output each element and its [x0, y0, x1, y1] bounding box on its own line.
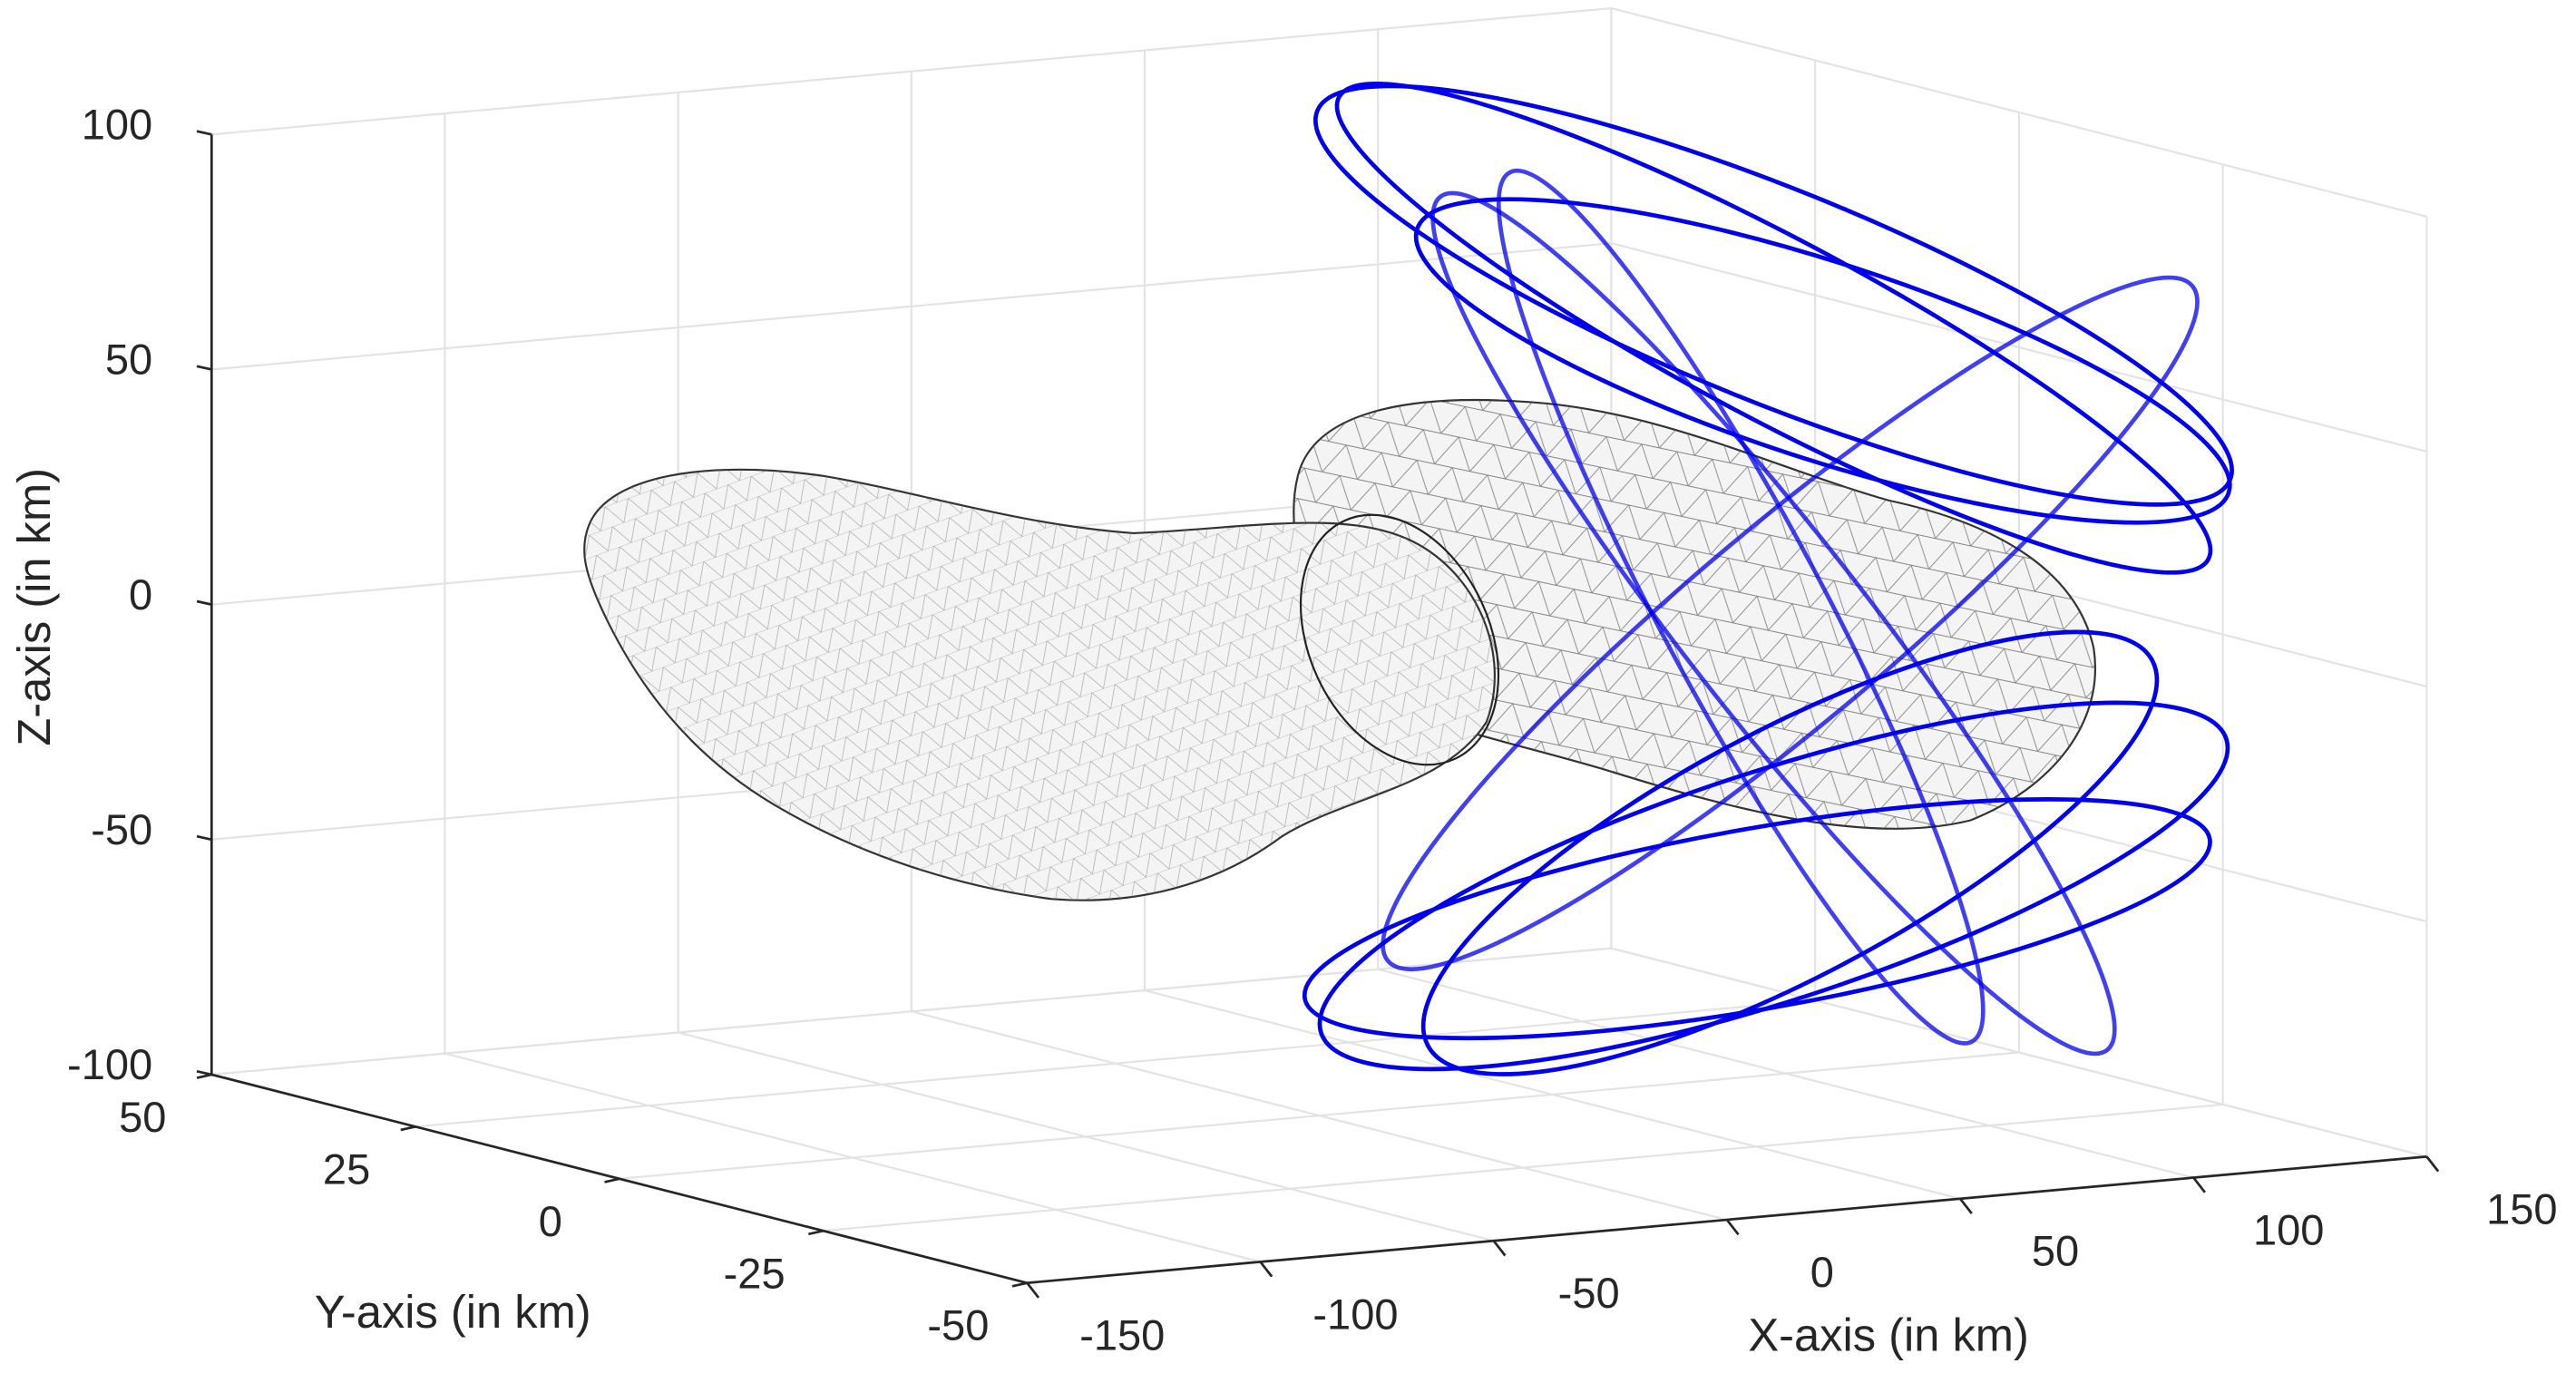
tick-mark — [196, 834, 212, 842]
tick-mark — [1026, 1281, 1040, 1299]
grid-line — [415, 998, 1816, 1128]
y-tick-label: 25 — [323, 1144, 370, 1193]
grid-line — [211, 6, 1612, 136]
x-axis-line — [1027, 1155, 2427, 1285]
tick-mark — [1725, 1219, 1740, 1236]
tick-mark — [1492, 1240, 1507, 1257]
y-tick-label: 50 — [119, 1093, 166, 1141]
x-tick-label: 150 — [2486, 1184, 2557, 1232]
grid-line — [211, 947, 1612, 1076]
tick-mark — [196, 365, 212, 371]
y-axis-line — [210, 1073, 1028, 1284]
grid-line — [1611, 242, 2427, 453]
y-axis-title: Y-axis (in km) — [315, 1286, 591, 1338]
grid-line — [823, 1103, 2223, 1232]
x-tick-label: 0 — [1810, 1248, 1834, 1296]
z-tick-label: 0 — [129, 570, 152, 618]
z-tick-label: -50 — [91, 805, 152, 853]
z-tick-label: 100 — [82, 101, 152, 149]
y-tick-label: -25 — [724, 1249, 785, 1297]
x-tick-label: 50 — [2032, 1227, 2079, 1275]
axes-layer: -150 -100 -50 0 50 100 150 -50 -25 0 25 50 -100 -50 0 5… — [67, 101, 2558, 1359]
x-tick-label: 100 — [2253, 1205, 2324, 1253]
x-tick-label: -150 — [1079, 1311, 1165, 1359]
orbit — [1302, 81, 2234, 1076]
tick-mark — [2192, 1176, 2207, 1193]
grid-line — [211, 242, 1612, 371]
x-axis-title: X-axis (in km) — [1748, 1310, 2028, 1361]
y-tick-label: -50 — [927, 1301, 989, 1349]
asteroid-mesh — [583, 398, 2096, 901]
x-tick-label: -50 — [1558, 1269, 1620, 1317]
grid-line — [1611, 6, 2427, 218]
grid-line — [1611, 947, 2427, 1158]
z-tick-label: -100 — [67, 1040, 152, 1088]
tick-mark — [196, 599, 212, 606]
tick-mark — [2425, 1155, 2440, 1173]
tick-mark — [196, 130, 212, 136]
y-tick-label: 0 — [539, 1197, 562, 1245]
tick-mark — [1259, 1261, 1273, 1278]
tick-mark — [1959, 1197, 1973, 1214]
z-axis-title: Z-axis (in km) — [8, 468, 60, 746]
x-tick-label: -100 — [1312, 1290, 1398, 1338]
grid-line — [619, 1051, 2020, 1180]
tick-mark — [196, 1069, 212, 1076]
z-tick-label: 50 — [105, 336, 152, 384]
